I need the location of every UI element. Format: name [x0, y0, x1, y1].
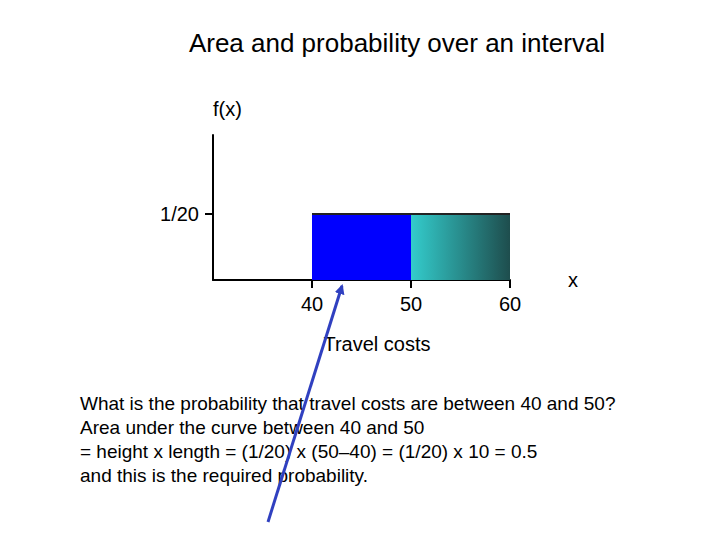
- svg-text:x: x: [568, 269, 578, 291]
- svg-text:40: 40: [301, 293, 323, 315]
- svg-text:50: 50: [400, 293, 422, 315]
- svg-text:60: 60: [499, 293, 521, 315]
- html-text:= height x length = (1/20) x (: = height x length = (1/20) x (50–40) = (…: [80, 441, 538, 462]
- svg-text:f(x): f(x): [213, 98, 242, 120]
- html-text:and this is the required proba: and this is the required probability.: [80, 465, 368, 486]
- html-text:What is the probability that t: What is the probability that travel cost…: [80, 393, 616, 414]
- html-text:Area under the curve between 4: Area under the curve between 40 and 50: [80, 417, 425, 438]
- html-text:Travel costs: Travel costs: [323, 333, 431, 355]
- html-text:Area and probability over an i: Area and probability over an interval: [188, 28, 606, 58]
- svg-text:1/20: 1/20: [160, 203, 199, 225]
